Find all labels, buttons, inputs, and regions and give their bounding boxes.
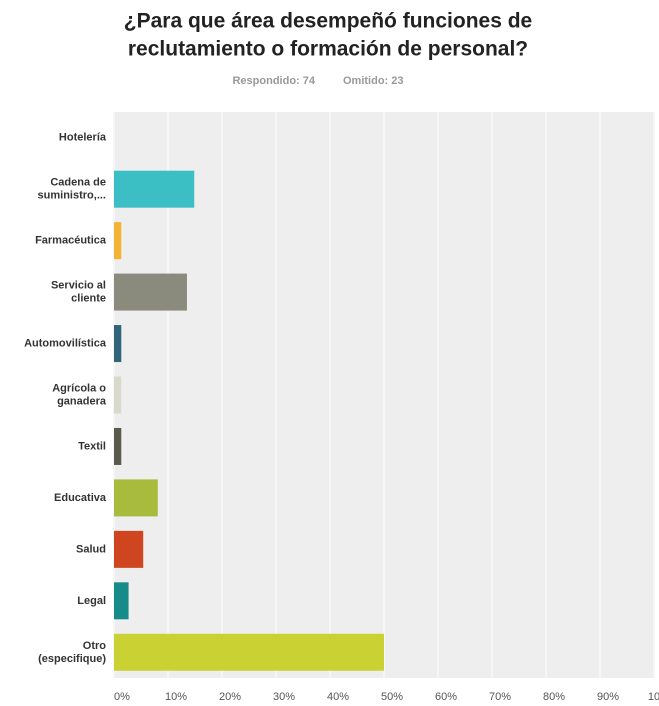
x-tick-label: 70%	[489, 691, 511, 703]
y-tick-label: Legal	[77, 595, 106, 607]
bar	[114, 170, 195, 208]
chart-title: reclutamiento o formación de personal?	[128, 38, 528, 61]
bar	[114, 633, 384, 671]
bar	[114, 325, 122, 363]
bar	[114, 273, 187, 311]
x-tick-label: 40%	[327, 691, 349, 703]
y-tick-label: Servicio al cliente	[51, 279, 106, 304]
y-tick-label: Salud	[76, 543, 106, 555]
y-tick-label: Agrícola o ganadera	[52, 382, 107, 407]
answered: Respondido: 74	[232, 75, 315, 87]
x-tick-label: 50%	[381, 691, 403, 703]
x-tick-label: 80%	[543, 691, 565, 703]
chart-title: ¿Para que área desempeñó funciones de	[124, 10, 532, 33]
x-tick-label: 60%	[435, 691, 457, 703]
y-tick-label: Otro (especifique)	[38, 640, 106, 665]
y-tick-label: Farmacéutica	[35, 235, 107, 247]
x-tick-label: 100%	[648, 691, 659, 703]
x-tick-label: 0%	[114, 691, 130, 703]
bar	[114, 479, 158, 517]
y-tick-label: Automovilística	[24, 337, 107, 349]
skipped: Omitido: 23	[343, 75, 404, 87]
y-tick-label: Cadena de suministro,...	[38, 177, 106, 202]
y-tick-label: Hotelería	[59, 132, 107, 144]
x-tick-label: 20%	[219, 691, 241, 703]
x-tick-label: 10%	[165, 691, 187, 703]
bar	[114, 222, 122, 260]
bar	[114, 530, 144, 568]
bar	[114, 582, 129, 620]
x-tick-label: 90%	[597, 691, 619, 703]
y-tick-label: Textil	[78, 440, 106, 452]
bar	[114, 427, 122, 465]
y-tick-label: Educativa	[54, 492, 107, 504]
bar	[114, 376, 122, 414]
x-tick-label: 30%	[273, 691, 295, 703]
